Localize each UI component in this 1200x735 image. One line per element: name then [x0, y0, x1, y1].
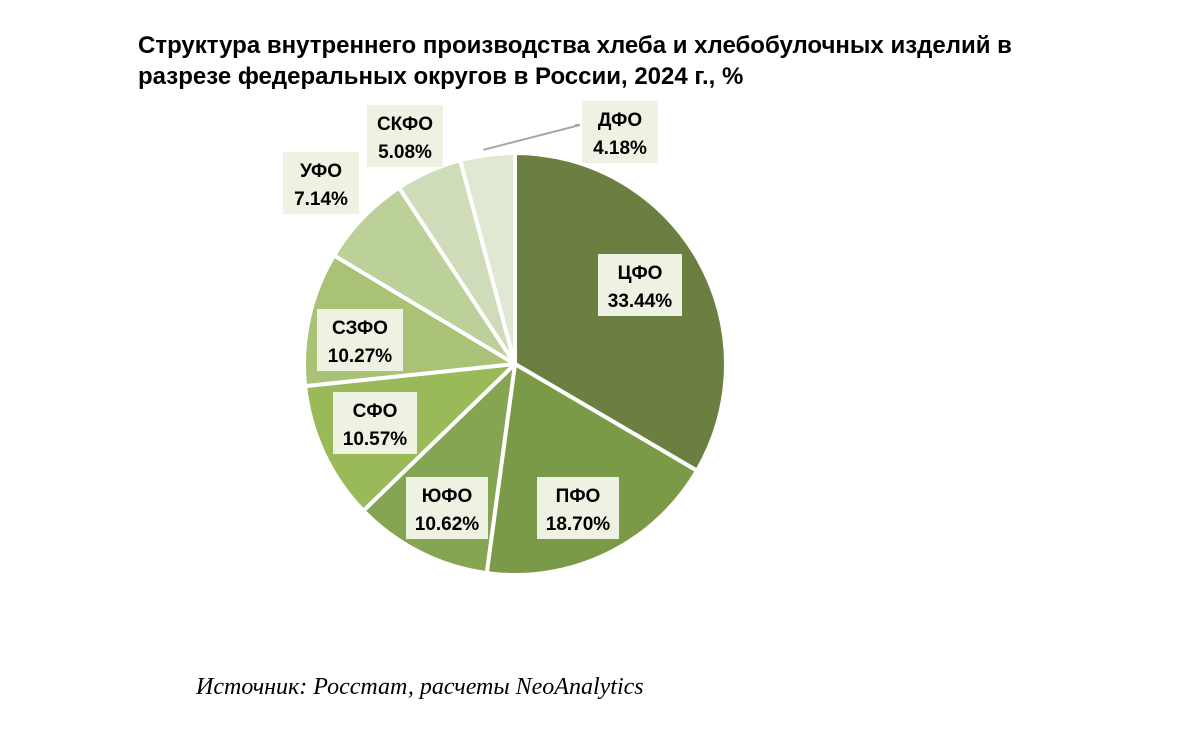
source-note: Источник: Росстат, расчеты NeoAnalytics: [196, 674, 644, 700]
data-label-name: ДФО: [598, 110, 642, 131]
data-label-value: 33.44%: [608, 291, 673, 312]
data-label-value: 10.57%: [343, 429, 408, 450]
data-label-box: [283, 152, 359, 214]
data-label-name: СФО: [353, 401, 398, 422]
chart-title-line-1: Структура внутреннего производства хлеба…: [138, 32, 1012, 59]
data-label-box: [406, 477, 488, 539]
data-label-name: СКФО: [377, 114, 433, 135]
data-label-name: СЗФО: [332, 318, 388, 339]
leader-line-ДФО: [483, 124, 581, 151]
data-label-value: 4.18%: [593, 138, 647, 159]
data-label-value: 5.08%: [378, 142, 432, 163]
pie-slice-8: [458, 151, 517, 366]
data-label-value: 18.70%: [546, 514, 611, 535]
data-label-6: УФО 7.14%: [283, 152, 359, 214]
data-label-value: 7.14%: [294, 189, 348, 210]
chart-title-line-2: разрезе федеральных округов в России, 20…: [138, 63, 744, 90]
data-label-box: [582, 101, 658, 163]
data-label-box: [333, 392, 417, 454]
data-label-4: СФО 10.57%: [333, 392, 417, 454]
data-label-value: 10.62%: [415, 514, 480, 535]
data-label-name: ЮФО: [422, 486, 473, 507]
data-label-7: СКФО 5.08%: [367, 105, 443, 167]
data-label-box: [537, 477, 619, 539]
data-label-value: 10.27%: [328, 346, 393, 367]
data-label-box: [598, 254, 682, 316]
data-label-name: ЦФО: [618, 263, 663, 284]
data-label-8: ДФО 4.18%: [582, 101, 658, 163]
data-label-5: СЗФО 10.27%: [317, 309, 403, 371]
data-label-name: УФО: [300, 161, 342, 182]
data-label-box: [367, 105, 443, 167]
data-label-3: ЮФО 10.62%: [406, 477, 488, 539]
data-label-1: ЦФО 33.44%: [598, 254, 682, 316]
chart-title: Структура внутреннего производства хлеба…: [138, 30, 1098, 92]
data-label-box: [317, 309, 403, 371]
data-label-2: ПФО 18.70%: [537, 477, 619, 539]
data-label-name: ПФО: [556, 486, 601, 507]
